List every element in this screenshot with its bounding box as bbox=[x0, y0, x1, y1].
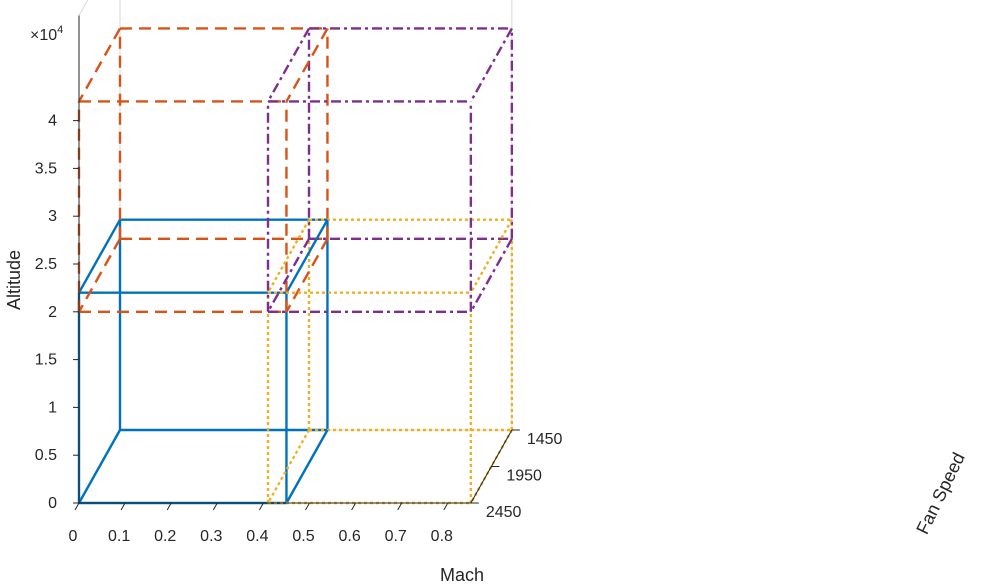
z-tick-label: 2 bbox=[48, 304, 57, 321]
box-1-edge-6 bbox=[286, 239, 327, 312]
y-tick-label: 1950 bbox=[506, 468, 542, 485]
y-tick-label: 2450 bbox=[486, 504, 522, 521]
x-tick-label: 0.2 bbox=[154, 528, 176, 545]
left-top-edge bbox=[79, 0, 120, 15]
box-1-edge-5 bbox=[79, 28, 120, 101]
x-tick-label: 0.5 bbox=[292, 528, 314, 545]
axes: 0 0.1 0.2 0.3 0.4 0.5 0.6 0.7 0.8 0 0.5 1 1.5 2 2.5 3 3.… bbox=[35, 15, 563, 545]
z-axis-title: Altitude bbox=[4, 250, 24, 310]
z-tick-label: 0 bbox=[48, 495, 57, 512]
x-tick bbox=[398, 503, 402, 510]
box-3-edge-5 bbox=[268, 28, 309, 101]
x-tick-label: 0.1 bbox=[108, 528, 130, 545]
z-tick-label: 1 bbox=[48, 399, 57, 416]
box-0-edge-7 bbox=[286, 220, 327, 293]
box-3-edge-6 bbox=[471, 239, 512, 312]
x-tick-label: 0.7 bbox=[385, 528, 407, 545]
z-tick-label: 2.5 bbox=[35, 256, 57, 273]
z-tick-label: 3 bbox=[48, 208, 57, 225]
box-0-edge-4 bbox=[79, 430, 120, 503]
box-1-edge-7 bbox=[286, 28, 327, 101]
box-0-edge-5 bbox=[79, 220, 120, 293]
x-tick-label: 0 bbox=[69, 528, 78, 545]
z-exponent: ×104 bbox=[30, 24, 63, 44]
box-1-edge-4 bbox=[79, 239, 120, 312]
box-2-edge-7 bbox=[471, 220, 512, 293]
x-tick bbox=[75, 503, 79, 510]
box-3-edge-4 bbox=[268, 239, 309, 312]
y-tick-label: 1450 bbox=[527, 431, 563, 448]
x-tick-label: 0.4 bbox=[246, 528, 268, 545]
z-tick-label: 1.5 bbox=[35, 352, 57, 369]
axes-background bbox=[79, 0, 512, 430]
x-axis-title: Mach bbox=[440, 565, 484, 585]
box-2-edge-4 bbox=[268, 430, 309, 503]
boxes-front-edges bbox=[79, 28, 512, 503]
x-tick-label: 0.8 bbox=[431, 528, 453, 545]
boxes-back-edges bbox=[120, 28, 512, 430]
z-tick-label: 4 bbox=[48, 113, 57, 130]
z-tick-label: 0.5 bbox=[35, 447, 57, 464]
y-axis-title: Fan Speed bbox=[912, 449, 969, 537]
z-tick-label: 3.5 bbox=[35, 160, 57, 177]
x-tick-label: 0.6 bbox=[338, 528, 360, 545]
box-3-edge-7 bbox=[471, 28, 512, 101]
x-tick-label: 0.3 bbox=[200, 528, 222, 545]
box-0-edge-6 bbox=[286, 430, 327, 503]
